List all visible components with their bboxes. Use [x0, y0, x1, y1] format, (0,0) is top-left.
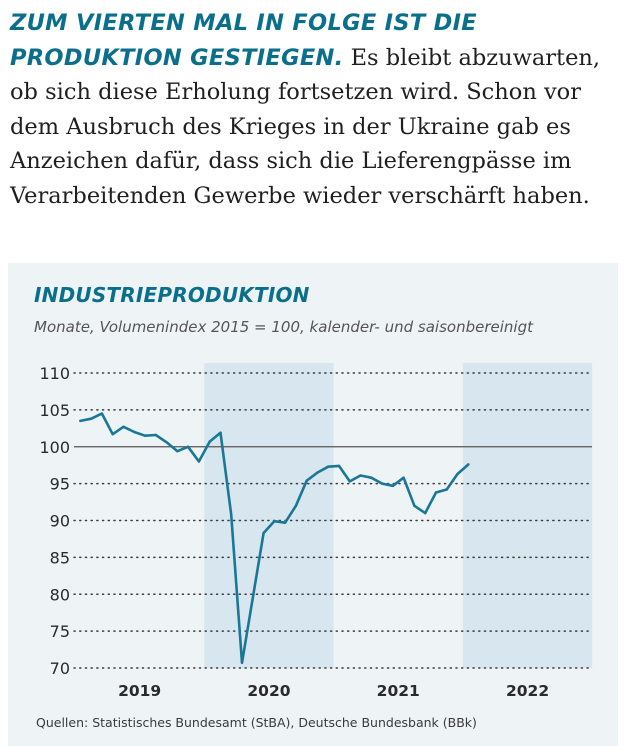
y-tick-label-100: 100 — [39, 438, 70, 457]
intro-body: Es bleibt abzuwarten, ob sich diese Erho… — [10, 44, 601, 209]
data-point-2019-07 — [143, 434, 147, 437]
data-point-2020-06 — [262, 531, 265, 535]
data-point-2020-09 — [294, 504, 298, 507]
y-tick-label-85: 85 — [50, 548, 70, 567]
data-point-2021-02 — [348, 480, 351, 483]
data-point-2019-04 — [111, 433, 114, 436]
data-point-2020-10 — [305, 479, 308, 482]
data-point-2019-09 — [165, 441, 168, 444]
data-point-2019-11 — [186, 445, 190, 448]
data-point-2019-12 — [197, 460, 201, 463]
data-point-2021-05 — [380, 482, 384, 485]
chart-title: INDUSTRIEPRODUKTION — [34, 283, 310, 307]
chart-plot: 110 105 100 95 90 85 80 75 70 2019 2020 2021 2022 — [39, 363, 593, 700]
data-point-2021-07 — [402, 476, 405, 479]
y-tick-label-80: 80 — [50, 585, 70, 604]
data-point-2020-01 — [208, 440, 211, 443]
chart-panel: 110 105 100 95 90 85 80 75 70 2019 2020 2021 2022 I… — [8, 263, 618, 746]
data-point-2020-12 — [327, 465, 330, 468]
intro-paragraph: ZUM VIERTEN MAL IN FOLGE IST DIE PRODUKT… — [10, 6, 610, 213]
data-point-2021-09 — [424, 511, 427, 515]
data-point-2020-07 — [273, 520, 276, 523]
data-point-2020-05 — [251, 596, 254, 600]
y-tick-label-110: 110 — [39, 364, 70, 383]
data-point-2020-08 — [283, 521, 287, 524]
data-point-2019-08 — [154, 433, 157, 437]
shaded-year-2020 — [204, 363, 334, 668]
data-point-2019-01 — [79, 419, 82, 423]
intro-lead: ZUM VIERTEN MAL IN FOLGE IST DIE PRODUKT… — [10, 10, 477, 71]
x-tick-label-2020: 2020 — [247, 682, 290, 700]
shaded-year-2022 — [462, 363, 593, 668]
y-tick-label-75: 75 — [50, 622, 70, 641]
data-point-2021-12 — [456, 472, 459, 476]
x-tick-label-2022: 2022 — [506, 682, 549, 700]
data-point-2019-03 — [100, 412, 104, 415]
data-point-2019-02 — [90, 417, 93, 420]
y-tick-label-95: 95 — [50, 475, 70, 494]
data-point-2020-04 — [240, 661, 244, 664]
data-point-2021-04 — [370, 476, 373, 479]
data-point-2021-03 — [359, 474, 362, 477]
data-point-2021-01 — [337, 464, 341, 468]
data-point-2022-01 — [467, 463, 470, 466]
data-point-2020-02 — [219, 431, 222, 434]
data-point-2021-06 — [391, 484, 395, 487]
data-point-2021-11 — [445, 488, 448, 491]
data-point-2020-03 — [230, 513, 233, 516]
y-tick-label-105: 105 — [39, 401, 70, 420]
data-point-2020-11 — [316, 471, 319, 474]
x-tick-label-2021: 2021 — [377, 682, 420, 700]
y-tick-label-70: 70 — [50, 659, 70, 678]
x-tick-label-2019: 2019 — [118, 682, 161, 700]
data-point-2019-10 — [176, 450, 179, 453]
data-point-2019-05 — [122, 425, 125, 428]
data-point-2019-06 — [133, 430, 136, 434]
y-tick-label-90: 90 — [50, 512, 70, 531]
data-point-2021-08 — [413, 504, 416, 507]
data-point-2021-10 — [434, 491, 438, 494]
chart-subtitle: Monate, Volumenindex 2015 = 100, kalende… — [34, 318, 533, 336]
source-note: Quellen: Statistisches Bundesamt (StBA),… — [36, 715, 477, 730]
